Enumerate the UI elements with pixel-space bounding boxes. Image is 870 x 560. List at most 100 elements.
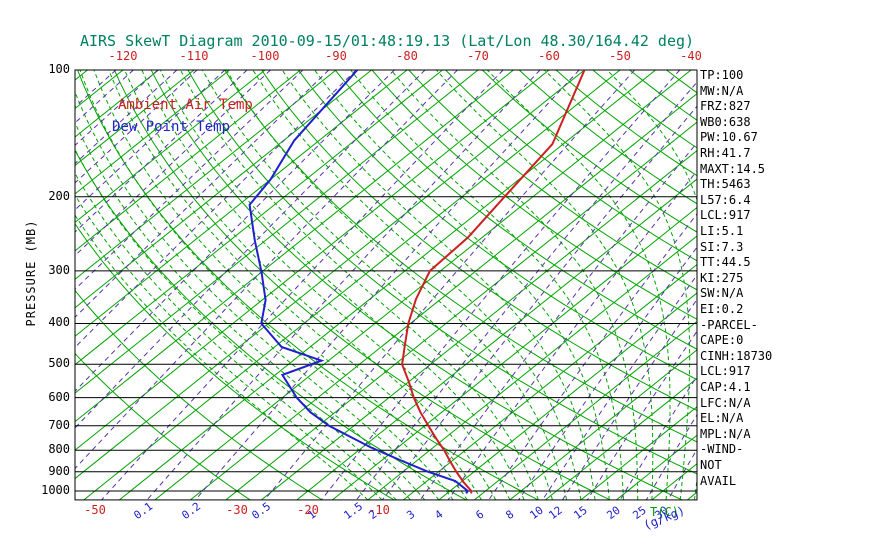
panel-stat: LFC:N/A: [700, 395, 751, 410]
isotherm-line: [758, 70, 870, 500]
mixing-ratio-line: [75, 70, 395, 392]
moist-adiabat-line: [390, 70, 639, 500]
pressure-tick-label: 500: [48, 356, 70, 371]
panel-stat: EI:0.2: [700, 302, 744, 316]
panel-stat: LCL:917: [700, 208, 751, 223]
mixing-ratio-line: [101, 70, 504, 500]
isotherm-line: [75, 70, 230, 195]
mixing-ratio-line: [75, 70, 117, 108]
moist-adiabat-line: [108, 70, 482, 500]
panel-stat: CAP:4.1: [700, 380, 751, 394]
bottom-temp-tick-label: -10: [368, 503, 390, 517]
dry-adiabat-line: [261, 70, 697, 412]
isotherm-line: [403, 263, 697, 500]
moist-adiabat-line: [544, 70, 691, 500]
bottom-temp-tick-label: -20: [297, 503, 319, 517]
top-temp-tick-label: -50: [609, 49, 631, 63]
isotherm-line: [75, 70, 585, 480]
moist-adiabat-line: [350, 70, 624, 500]
dry-adiabat-line: [150, 70, 683, 500]
mixing-ratio-line: [619, 375, 697, 500]
dry-adiabat-line: [740, 70, 870, 500]
bottom-temp-tick-label: -30: [226, 503, 248, 517]
moist-adiabat-line: [159, 70, 525, 500]
pressure-tick-label: 200: [48, 188, 70, 203]
panel-stat: LI:5.1: [700, 224, 744, 238]
mixing-ratio-line: [195, 70, 580, 500]
top-temp-tick-label: -110: [179, 49, 209, 63]
panel-stat: TH:5463: [700, 177, 751, 192]
moist-adiabat-line: [141, 70, 511, 500]
moist-adiabat-line: [252, 70, 582, 500]
dew-point-curve: [248, 70, 470, 494]
isotherm-line: [332, 206, 697, 500]
dry-adiabat-line: [224, 70, 697, 443]
moist-adiabat-line: [75, 214, 369, 500]
background-lines: [0, 70, 870, 500]
panel-stat: FRZ:827: [700, 99, 751, 114]
panel-stat: TP:100: [700, 68, 744, 82]
panel-stat: -PARCEL-: [700, 317, 758, 332]
mixing-ratio-line: [542, 274, 697, 500]
pressure-tick-label: 1000: [41, 483, 70, 497]
mixing-ratio-line: [75, 70, 458, 470]
mixing-ratio-line: [75, 70, 426, 429]
isotherm-line: [75, 70, 124, 110]
pressure-tick-label: 700: [48, 417, 70, 432]
mixing-ratio-line: [419, 141, 697, 500]
panel-stat: NOT: [700, 458, 722, 472]
panel-stat: CAPE:0: [700, 333, 744, 348]
dry-adiabat-line: [408, 70, 697, 291]
ambient-temp-curve: [401, 70, 586, 494]
dry-adiabat-line: [592, 70, 697, 149]
top-temp-tick-label: -40: [680, 49, 702, 63]
isotherm-line: [119, 70, 656, 500]
isotherm-line: [0, 70, 17, 500]
panel-stat: AVAIL: [700, 473, 737, 488]
panel-stat: EL:N/A: [700, 411, 744, 426]
isotherm-line: [75, 70, 195, 167]
moist-adiabat-line: [201, 70, 553, 500]
dry-adiabat-line: [518, 70, 697, 205]
moist-adiabat-line: [281, 70, 596, 500]
moist-adiabat-line: [93, 70, 468, 500]
panel-stat: MAXT:14.5: [700, 161, 766, 176]
top-temp-tick-label: -120: [108, 49, 138, 63]
panel-stat: RH:41.7: [700, 146, 751, 160]
top-temp-tick-label: -60: [538, 49, 560, 63]
pressure-tick-label: 100: [48, 62, 70, 76]
top-temp-tick-label: -70: [467, 49, 489, 63]
dry-adiabat-line: [371, 70, 697, 320]
panel-stat: PW:10.67: [700, 130, 758, 145]
legend-ambient-temp: Ambient Air Temp: [118, 97, 253, 113]
isotherm-line: [438, 292, 697, 500]
panel-stat: MPL:N/A: [700, 426, 751, 441]
moist-adiabat-line: [226, 70, 568, 500]
mixing-ratio-line: [264, 70, 635, 500]
mixing-ratio-line: [586, 330, 697, 500]
panel-stat: -WIND-: [700, 442, 744, 457]
dry-adiabat-line: [75, 149, 467, 500]
pressure-tick-label: 900: [48, 463, 70, 478]
top-temp-tick-label: -100: [250, 49, 280, 63]
dry-adiabat-line: [75, 289, 323, 500]
isotherm-line: [83, 70, 621, 500]
dry-adiabat-line: [445, 70, 697, 262]
moist-adiabat-line: [124, 70, 497, 500]
dry-adiabat-line: [77, 70, 539, 500]
bottom-temp-tick-label: -50: [84, 503, 106, 517]
moist-adiabat-line: [75, 194, 383, 500]
isotherm-line: [296, 178, 697, 500]
panel-stat: WB0:638: [700, 114, 751, 129]
panel-stat: MW:N/A: [700, 83, 744, 98]
pressure-tick-label: 600: [48, 389, 70, 404]
isotherm-line: [75, 70, 301, 252]
chart-title: AIRS SkewT Diagram 2010-09-15/01:48:19.1…: [79, 32, 695, 50]
moist-adiabat-line: [435, 70, 654, 500]
panel-stat: LCL:917: [700, 364, 751, 379]
moist-adiabat-line: [180, 70, 539, 500]
isotherm-line: [75, 70, 337, 280]
isotherm-line: [75, 70, 514, 423]
